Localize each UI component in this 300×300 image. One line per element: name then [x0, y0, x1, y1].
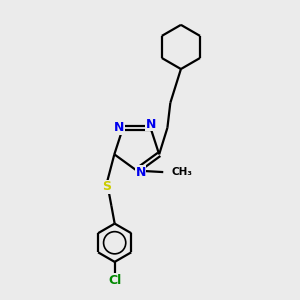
Text: N: N	[114, 121, 124, 134]
Text: N: N	[135, 166, 146, 178]
Text: N: N	[146, 118, 156, 131]
Text: S: S	[103, 180, 112, 193]
Text: Cl: Cl	[108, 274, 121, 286]
Text: CH₃: CH₃	[172, 167, 193, 177]
